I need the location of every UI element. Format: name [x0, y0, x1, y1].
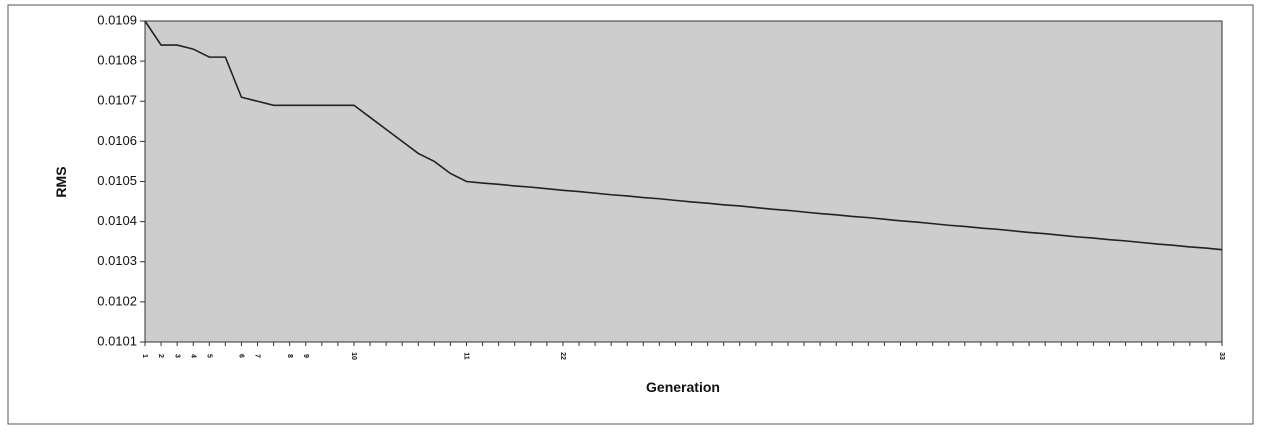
- x-tick-label: 11: [463, 352, 470, 360]
- x-tick-label: 9: [302, 354, 309, 358]
- y-tick-label: 0.0101: [97, 333, 137, 348]
- y-tick-label: 0.0102: [97, 293, 137, 308]
- y-tick-label: 0.0109: [97, 12, 137, 27]
- x-tick-label: 10: [350, 352, 357, 360]
- plot-area: [144, 20, 1223, 343]
- y-tick-label: 0.0104: [97, 213, 137, 228]
- y-tick-label: 0.0103: [97, 253, 137, 268]
- y-tick-label: 0.0108: [97, 53, 137, 68]
- x-tick-label: 22: [559, 352, 566, 360]
- x-tick-label: 33: [1218, 352, 1225, 360]
- x-tick-label: 6: [238, 354, 245, 358]
- x-tick-label: 1: [141, 354, 148, 358]
- x-tick-label: 7: [254, 354, 261, 358]
- y-axis-title: RMS: [53, 166, 69, 197]
- data-line: [144, 20, 1223, 251]
- x-tick-label: 2: [157, 354, 164, 358]
- x-tick-label: 3: [173, 354, 180, 358]
- y-tick-label: 0.0105: [97, 173, 137, 188]
- y-tick-label: 0.0106: [97, 133, 137, 148]
- x-tick-label: 8: [286, 354, 293, 358]
- x-tick-label: 5: [205, 354, 212, 358]
- x-tick-label: 4: [189, 354, 196, 358]
- y-tick-label: 0.0107: [97, 93, 137, 108]
- x-axis-title: Generation: [646, 379, 720, 395]
